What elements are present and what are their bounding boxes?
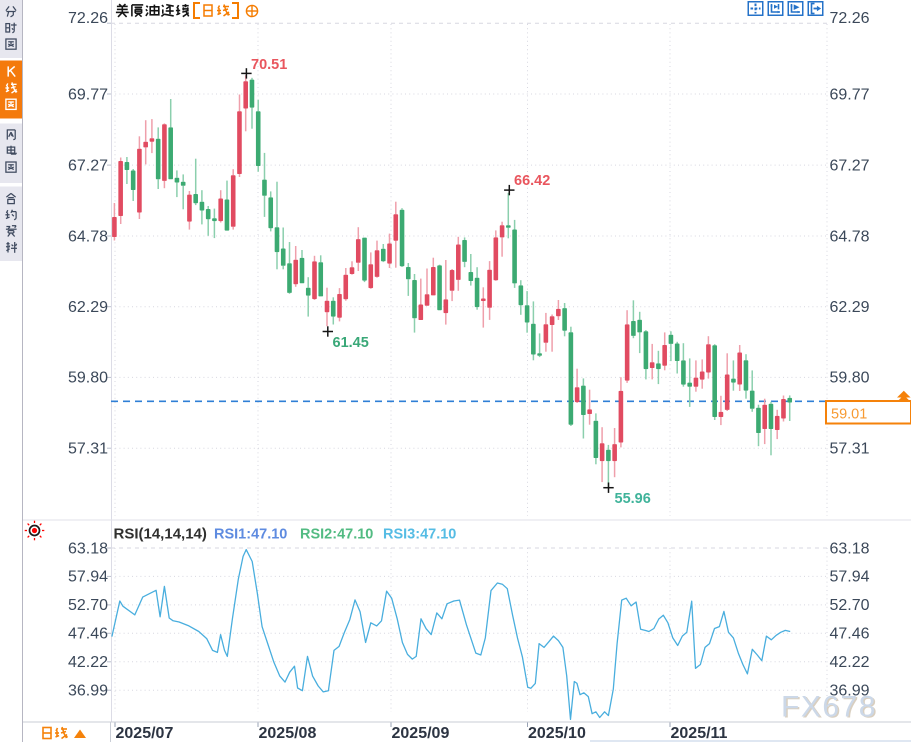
- svg-text:RSI2:47.10: RSI2:47.10: [300, 527, 373, 543]
- svg-text:FX678: FX678: [783, 692, 879, 725]
- svg-text:57.94: 57.94: [830, 569, 870, 586]
- svg-text:70.51: 70.51: [251, 57, 287, 73]
- svg-text:47.46: 47.46: [68, 626, 108, 643]
- svg-text:69.77: 69.77: [68, 86, 108, 103]
- svg-text:52.70: 52.70: [68, 597, 108, 614]
- svg-text:FX678: FX678: [781, 691, 877, 724]
- svg-text:36.99: 36.99: [830, 683, 870, 700]
- svg-text:63.18: 63.18: [68, 540, 108, 557]
- svg-text:RSI1:47.10: RSI1:47.10: [214, 527, 287, 543]
- svg-text:42.22: 42.22: [830, 654, 870, 671]
- svg-text:2025/10: 2025/10: [528, 725, 586, 742]
- svg-text:2025/08: 2025/08: [259, 725, 317, 742]
- svg-text:52.70: 52.70: [830, 597, 870, 614]
- svg-text:59.80: 59.80: [830, 370, 870, 387]
- svg-text:66.42: 66.42: [514, 173, 550, 189]
- svg-text:69.77: 69.77: [830, 86, 870, 103]
- svg-text:61.45: 61.45: [333, 335, 369, 351]
- svg-text:57.31: 57.31: [68, 441, 108, 458]
- svg-text:2025/11: 2025/11: [671, 725, 728, 742]
- svg-text:62.29: 62.29: [68, 299, 108, 316]
- svg-text:2025/07: 2025/07: [116, 725, 174, 742]
- svg-text:RSI(14,14,14): RSI(14,14,14): [114, 526, 207, 543]
- svg-text:2025/09: 2025/09: [392, 725, 450, 742]
- svg-text:64.78: 64.78: [830, 228, 870, 245]
- svg-text:55.96: 55.96: [615, 491, 651, 507]
- svg-text:72.26: 72.26: [68, 10, 108, 27]
- svg-text:36.99: 36.99: [68, 683, 108, 700]
- svg-text:62.29: 62.29: [830, 299, 870, 316]
- svg-text:67.27: 67.27: [68, 157, 108, 174]
- svg-text:RSI3:47.10: RSI3:47.10: [383, 527, 456, 543]
- svg-text:63.18: 63.18: [830, 540, 870, 557]
- svg-text:42.22: 42.22: [68, 654, 108, 671]
- svg-text:72.26: 72.26: [830, 10, 870, 27]
- svg-text:57.94: 57.94: [68, 569, 108, 586]
- svg-text:47.46: 47.46: [830, 626, 870, 643]
- svg-text:67.27: 67.27: [830, 157, 870, 174]
- svg-text:57.31: 57.31: [830, 441, 870, 458]
- svg-text:59.80: 59.80: [68, 370, 108, 387]
- svg-text:64.78: 64.78: [68, 228, 108, 245]
- svg-text:59.01: 59.01: [831, 407, 867, 423]
